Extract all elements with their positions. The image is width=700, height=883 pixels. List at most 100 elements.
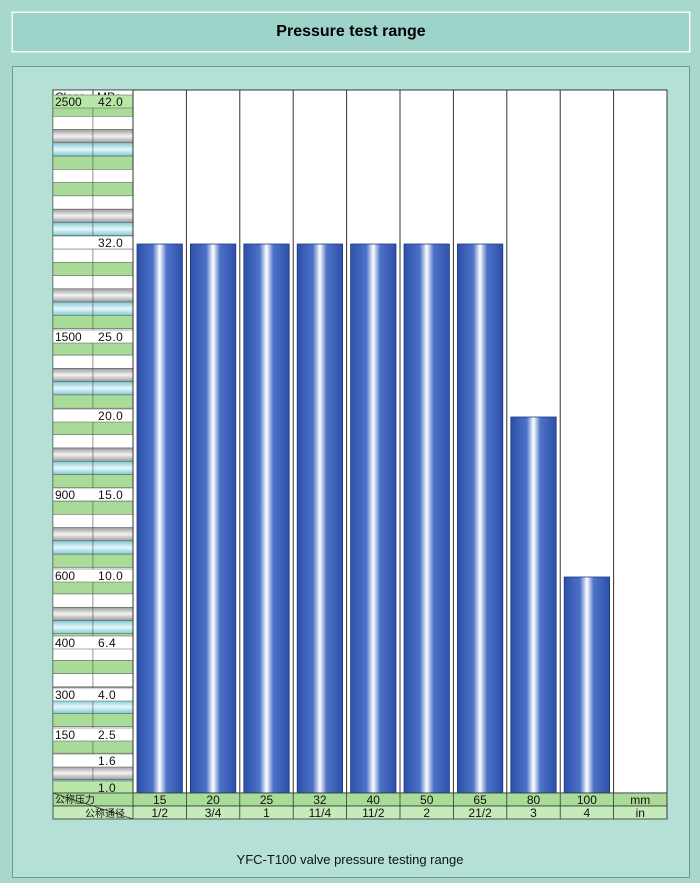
class-axis-cell <box>52 766 94 780</box>
class-axis-cell <box>52 301 94 316</box>
class-axis-cell <box>52 553 94 568</box>
mpa-tick-label: 10.0 <box>98 569 123 583</box>
mpa-axis-cell <box>92 142 134 157</box>
category-mm-row <box>52 792 668 807</box>
class-axis-cell <box>52 447 94 462</box>
diameter-label: 公称通径 <box>85 807 125 820</box>
mpa-axis-cell <box>92 129 134 144</box>
mpa-axis-cell <box>92 434 134 449</box>
category-mm-label: 25 <box>260 793 274 807</box>
bar <box>189 243 237 794</box>
category-in-label: 11/2 <box>362 806 385 820</box>
class-axis-cell <box>52 660 94 674</box>
mpa-axis-cell <box>92 447 134 462</box>
bar <box>510 416 557 794</box>
class-axis-cell <box>52 540 94 555</box>
mpa-axis-cell <box>92 155 134 170</box>
mpa-axis-cell <box>92 248 134 263</box>
class-axis-cell <box>52 421 94 435</box>
category-mm-label: 20 <box>206 793 220 807</box>
class-tick-label: 900 <box>55 488 75 502</box>
mpa-axis-cell <box>92 540 134 555</box>
category-in-row <box>52 805 668 820</box>
bar <box>403 243 450 794</box>
class-tick-label: 400 <box>55 636 75 650</box>
mpa-axis-cell <box>92 169 134 183</box>
class-axis-cell <box>52 208 94 223</box>
class-axis-cell <box>52 261 94 276</box>
class-tick-label: 150 <box>55 728 75 742</box>
class-tick-label: 2500 <box>55 95 82 109</box>
mpa-axis-cell <box>92 261 134 276</box>
tick-row-bg <box>52 753 134 768</box>
tick-row-bg <box>52 780 134 795</box>
category-mm-label: 32 <box>313 793 327 807</box>
mpa-axis-cell <box>92 474 134 489</box>
unit-mm-label: mm <box>630 793 650 807</box>
mpa-axis-cell <box>92 301 134 316</box>
class-axis-cell <box>52 354 94 369</box>
class-axis-cell <box>52 155 94 170</box>
mpa-axis-cell <box>92 116 134 130</box>
mpa-tick-label: 42.0 <box>98 95 123 109</box>
category-mm-label: 40 <box>367 793 381 807</box>
mpa-axis-cell <box>92 593 134 608</box>
mpa-axis-cell <box>92 421 134 435</box>
bar <box>296 243 344 794</box>
chart-title-text: Pressure test range <box>276 23 426 40</box>
bar <box>350 243 397 794</box>
class-axis-cell <box>52 182 94 197</box>
class-tick-label: 300 <box>55 688 75 702</box>
mpa-tick-label: 6.4 <box>98 636 116 650</box>
mpa-axis-cell <box>92 222 134 236</box>
mpa-axis-cell <box>92 381 134 396</box>
class-axis-cell <box>52 673 94 688</box>
class-axis-cell <box>52 461 94 475</box>
mpa-axis-cell <box>92 606 134 621</box>
class-axis-cell <box>52 394 94 409</box>
mpa-axis-cell <box>92 275 134 290</box>
mpa-axis-cell <box>92 195 134 210</box>
mpa-axis-cell <box>92 500 134 515</box>
mpa-axis-cell <box>92 766 134 780</box>
class-axis-cell <box>52 620 94 635</box>
mpa-tick-label: 1.6 <box>98 754 116 768</box>
category-in-label: 21/2 <box>468 806 492 820</box>
category-mm-label: 80 <box>527 793 541 807</box>
mpa-axis-cell <box>92 673 134 688</box>
category-in-label: 1 <box>263 806 270 820</box>
class-axis-cell <box>52 116 94 130</box>
class-axis-cell <box>52 248 94 263</box>
mpa-axis-cell <box>92 354 134 369</box>
category-in-label: 3 <box>530 806 537 820</box>
class-axis-cell <box>52 275 94 290</box>
class-tick-label: 1500 <box>55 330 82 344</box>
mpa-axis-cell <box>92 208 134 223</box>
class-axis-cell <box>52 593 94 608</box>
mpa-tick-label: 20.0 <box>98 409 123 423</box>
mpa-tick-label: 15.0 <box>98 488 123 502</box>
class-axis-cell <box>52 500 94 515</box>
mpa-tick-label: 32.0 <box>98 236 123 250</box>
category-in-label: 1/2 <box>151 806 168 820</box>
bar <box>136 243 183 794</box>
class-axis-cell <box>52 129 94 144</box>
mpa-tick-label: 25.0 <box>98 330 123 344</box>
mpa-axis-cell <box>92 368 134 382</box>
mpa-axis-cell <box>92 394 134 409</box>
mpa-axis-cell <box>92 660 134 674</box>
class-axis-cell <box>52 222 94 236</box>
mpa-axis-cell <box>92 527 134 542</box>
class-axis-cell <box>52 514 94 528</box>
class-axis-cell <box>52 142 94 157</box>
class-axis-cell <box>52 315 94 329</box>
unit-in-label: in <box>636 806 645 820</box>
class-axis-cell <box>52 288 94 303</box>
class-axis-cell <box>52 169 94 183</box>
category-in-label: 2 <box>423 806 430 820</box>
mpa-tick-label: 4.0 <box>98 688 116 702</box>
class-axis-cell <box>52 474 94 489</box>
mpa-axis-cell <box>92 514 134 528</box>
class-axis-cell <box>52 195 94 210</box>
category-in-label: 11/4 <box>309 806 332 820</box>
